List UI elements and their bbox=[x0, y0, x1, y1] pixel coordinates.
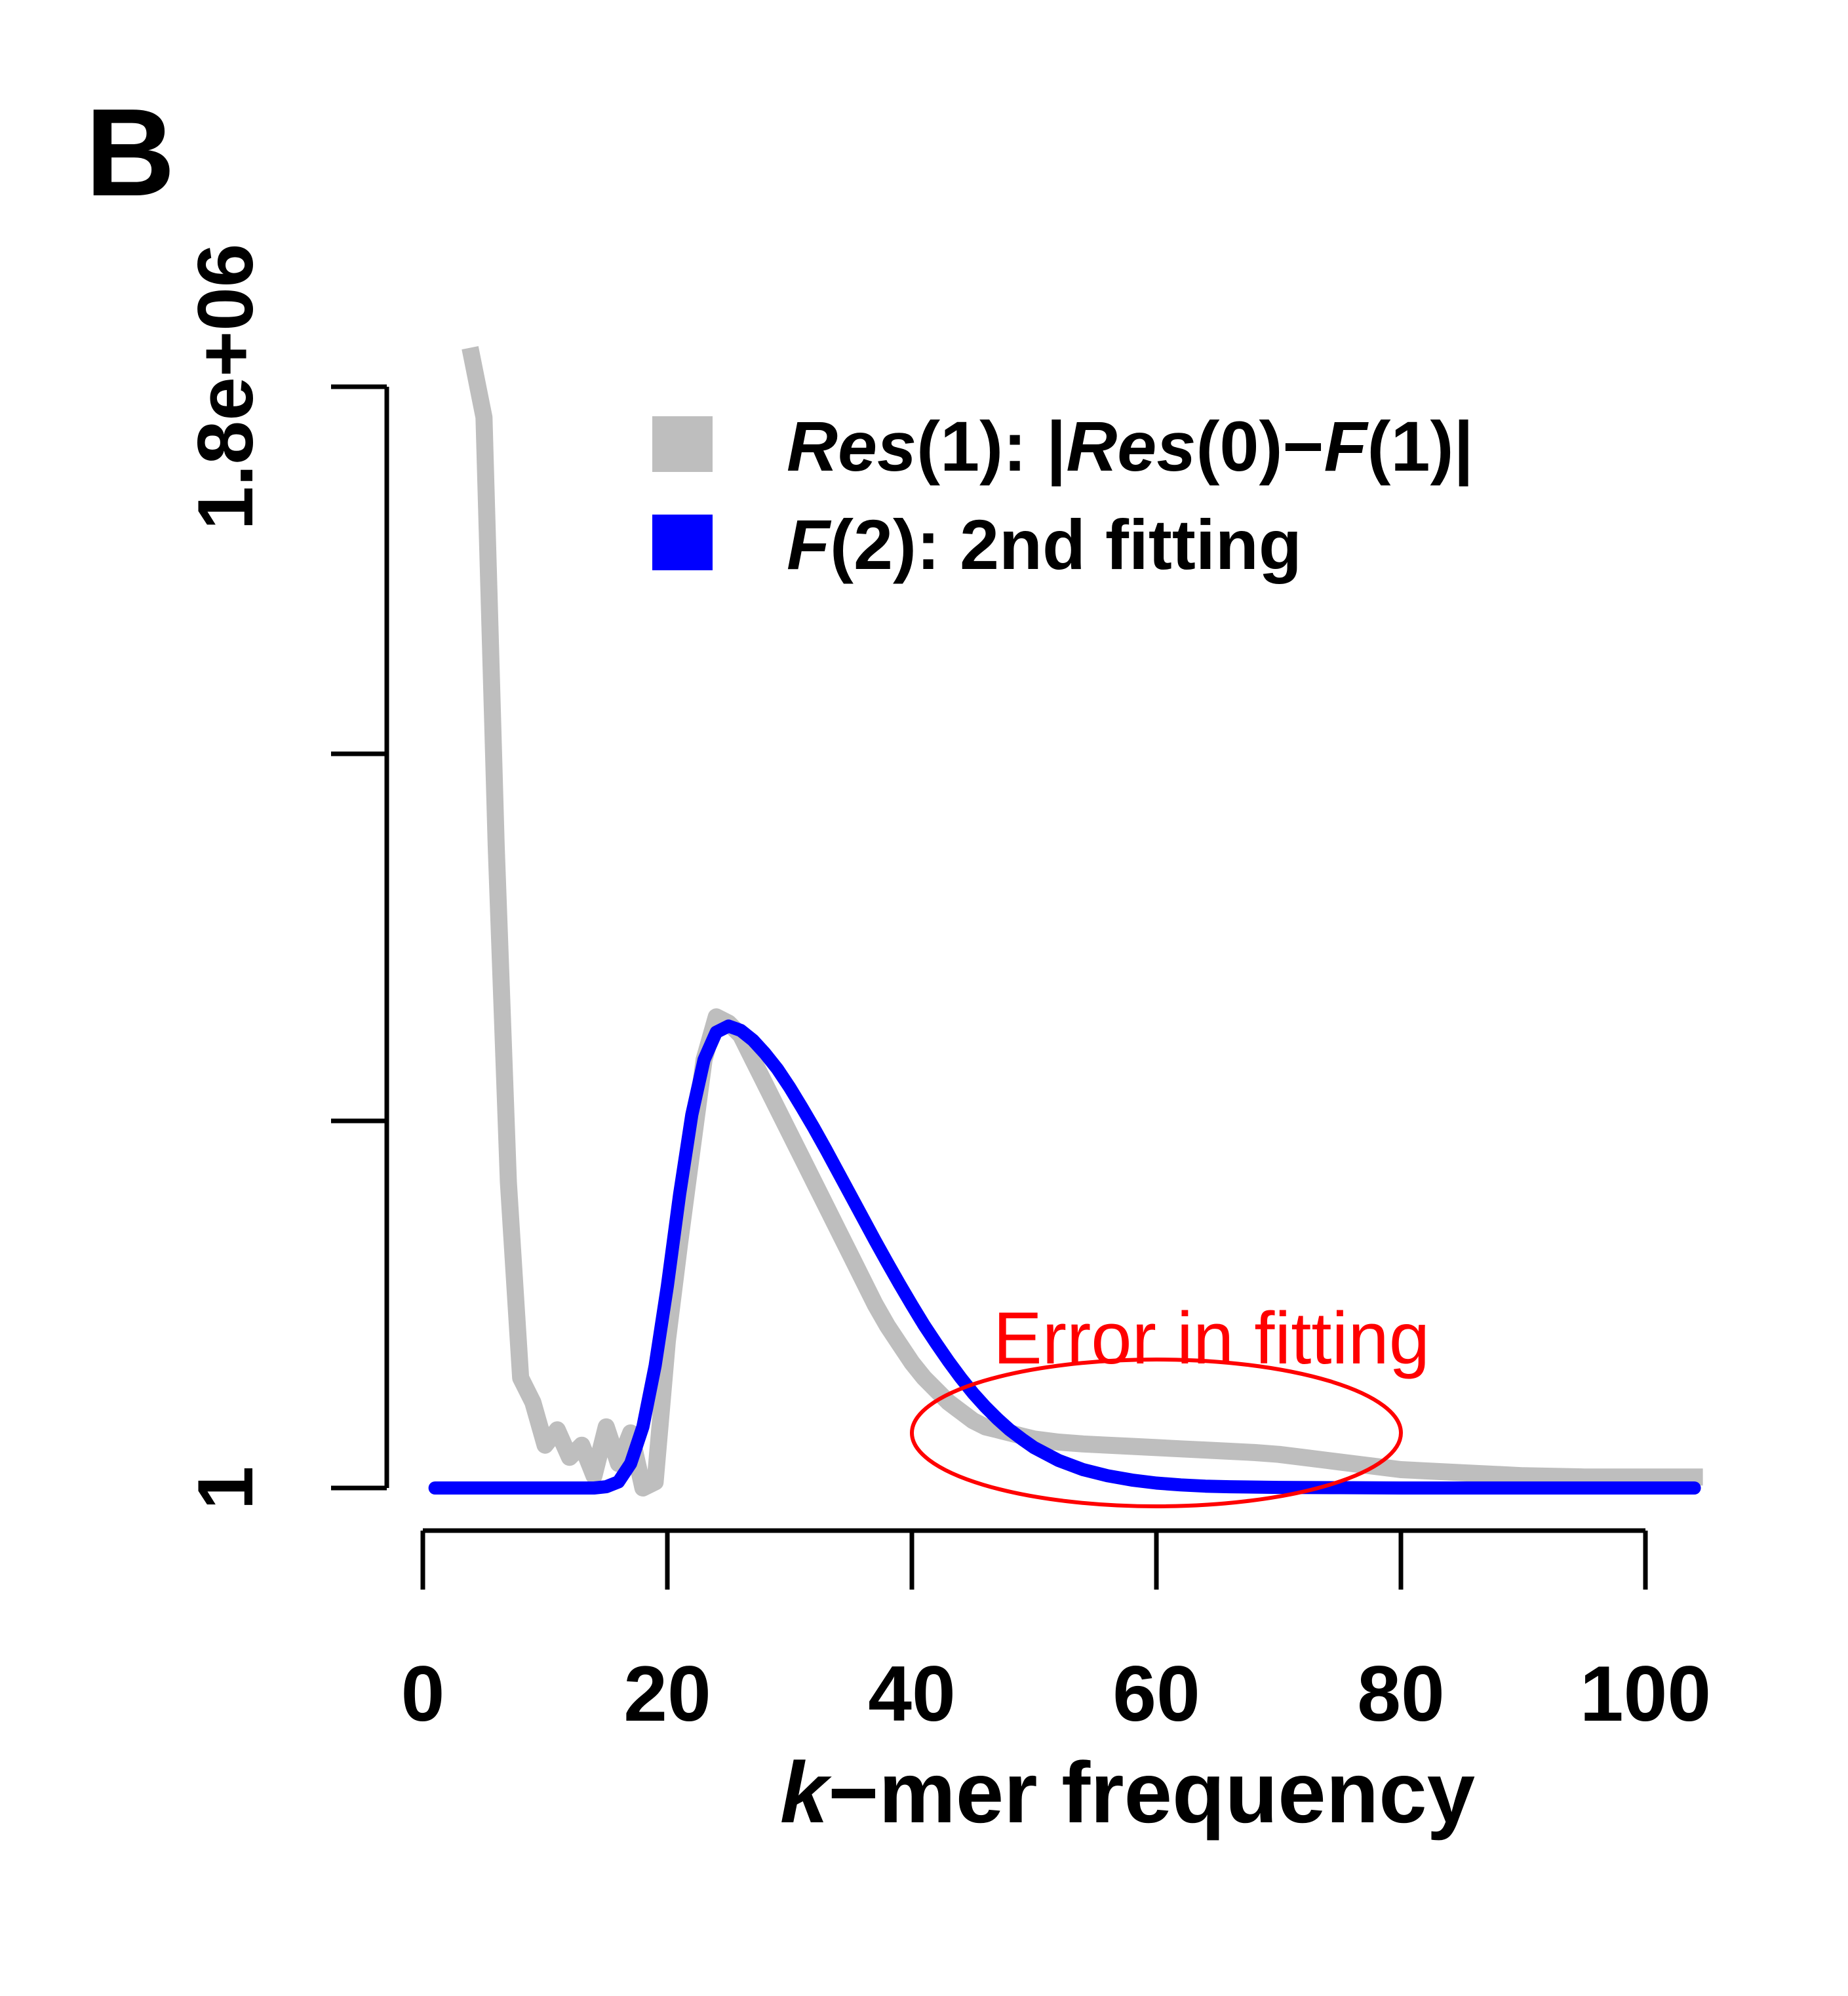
x-axis-label: k−mer frequency bbox=[780, 1744, 1475, 1841]
x-tick-label: 40 bbox=[868, 1650, 955, 1738]
legend-label-segment: (2): 2nd fitting bbox=[830, 505, 1302, 584]
legend-swatch-f2 bbox=[652, 515, 713, 570]
legend-label-segment: (1): | bbox=[916, 406, 1066, 487]
series-line-res1 bbox=[462, 346, 1703, 1497]
legend-label-segment: (1)| bbox=[1367, 406, 1474, 487]
x-axis-label-suffix: −mer frequency bbox=[828, 1744, 1475, 1841]
error-ellipse bbox=[910, 1358, 1403, 1509]
annotation: Error in fitting bbox=[910, 1297, 1430, 1509]
x-tick-label: 60 bbox=[1112, 1650, 1200, 1738]
legend-label-segment: F bbox=[1324, 406, 1369, 486]
legend-label-segment: Res bbox=[787, 406, 916, 486]
legend-swatch-res1 bbox=[652, 416, 713, 472]
error-annotation-label: Error in fitting bbox=[993, 1297, 1430, 1379]
legend-label-segment: F bbox=[787, 505, 832, 584]
x-tick-label: 100 bbox=[1580, 1650, 1711, 1738]
legend-label-segment: (0)− bbox=[1196, 406, 1324, 486]
axes: 1 1.8e+06 0 20 40 60 80 100 bbox=[182, 243, 1711, 1738]
x-tick-label: 80 bbox=[1357, 1650, 1444, 1738]
x-tick-label: 20 bbox=[623, 1650, 711, 1738]
y-tick-label: 1.8e+06 bbox=[182, 243, 269, 530]
legend-label-f2: F(2): 2nd fitting bbox=[787, 505, 1302, 584]
x-axis-label-prefix: k bbox=[780, 1744, 832, 1841]
plot-area bbox=[428, 346, 1703, 1497]
legend: Res(1): |Res(0)−F(1)|F(2): 2nd fitting bbox=[652, 406, 1474, 584]
legend-label-res1: Res(1): |Res(0)−F(1)| bbox=[787, 406, 1474, 487]
y-tick-label: 1 bbox=[182, 1466, 269, 1510]
legend-label-segment: Res bbox=[1066, 406, 1196, 486]
panel-label: B bbox=[85, 83, 175, 222]
x-tick-label: 0 bbox=[401, 1650, 445, 1738]
series-line-f2 bbox=[428, 1019, 1701, 1495]
